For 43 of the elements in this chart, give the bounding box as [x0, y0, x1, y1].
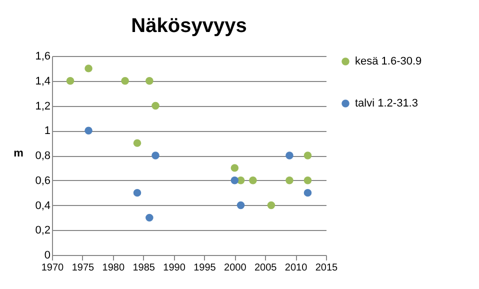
point — [133, 139, 142, 147]
point — [146, 77, 154, 85]
y-tick-label: 0 — [44, 250, 50, 262]
x-tick-label: 1970 — [41, 262, 64, 274]
x-tick-label: 1990 — [163, 262, 186, 274]
x-tick-label: 2005 — [254, 262, 278, 274]
x-tick-label: 1995 — [194, 262, 216, 274]
point — [230, 176, 239, 184]
point — [230, 164, 239, 172]
point — [146, 214, 154, 222]
point — [267, 201, 276, 210]
x-tick-label: 1975 — [72, 262, 95, 274]
chart-title: Näkösyvyys — [131, 15, 247, 37]
point — [304, 152, 312, 160]
x-tick-label: 1980 — [102, 262, 125, 274]
point — [152, 152, 160, 160]
point — [236, 201, 245, 210]
y-axis-title: m — [14, 148, 24, 160]
point — [304, 176, 312, 184]
point — [84, 126, 92, 134]
legend-label: talvi 1.2-31.3 — [355, 98, 418, 110]
y-tick-label: 0,6 — [35, 174, 50, 187]
point — [121, 77, 129, 85]
point — [84, 64, 92, 72]
y-tick-label: 1 — [44, 125, 50, 138]
x-tick-label: 1985 — [132, 262, 156, 274]
y-tick-label: 1,2 — [35, 100, 50, 112]
x-tick-label: 2015 — [315, 262, 338, 274]
point — [152, 102, 160, 110]
point — [286, 152, 294, 160]
x-tick-label: 2000 — [224, 262, 247, 274]
point — [286, 176, 294, 184]
point — [133, 188, 142, 197]
y-tick-label: 1,4 — [35, 75, 50, 88]
point — [249, 176, 257, 184]
y-tick-label: 1,6 — [35, 50, 50, 62]
legend-label: kesä 1.6-30.9 — [355, 56, 422, 68]
x-tick-label: 2010 — [284, 262, 308, 274]
y-tick-label: 0,4 — [35, 200, 50, 212]
y-tick-label: 0,2 — [35, 224, 50, 237]
point — [304, 188, 312, 197]
point — [66, 77, 74, 85]
y-tick-label: 0,8 — [35, 150, 50, 162]
